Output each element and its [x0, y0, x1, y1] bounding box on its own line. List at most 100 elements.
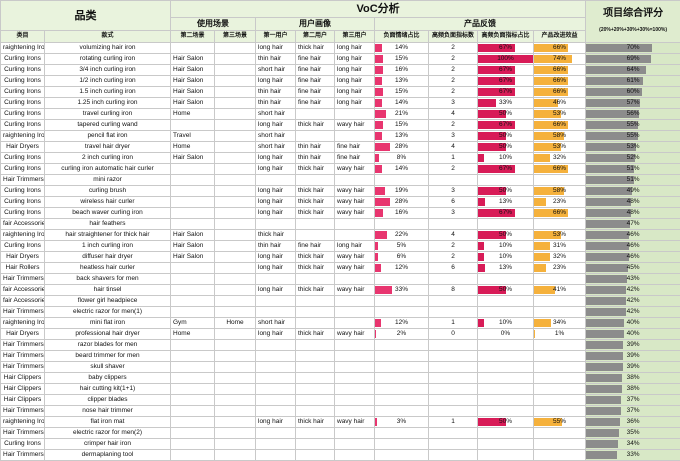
overall-score-cell: 39%	[586, 362, 680, 373]
overall-score-cell-fill	[586, 429, 619, 437]
overall-score-cell-value: 52%	[627, 154, 640, 161]
overall-score-cell: 38%	[586, 384, 680, 395]
category-cell: Hair Trimmers	[1, 406, 45, 417]
user1-cell: long hair	[256, 329, 296, 340]
category-cell: raightening Iro	[1, 417, 45, 428]
high-neg-ratio-cell-value: 10%	[499, 154, 512, 161]
overall-score-cell-fill	[586, 385, 622, 393]
high-neg-ratio-cell-value: 50%	[499, 132, 512, 139]
user3-cell	[335, 439, 375, 450]
style-cell: hair cutting kit(1+1)	[45, 384, 171, 395]
negative-ratio-cell-value: 8%	[397, 154, 406, 161]
high-neg-ratio-cell: 13%	[478, 197, 534, 208]
high-neg-count-cell	[429, 351, 478, 362]
category-cell: Curling Irons	[1, 186, 45, 197]
user2-cell	[296, 373, 335, 384]
negative-ratio-cell	[375, 307, 429, 318]
negative-ratio-cell: 28%	[375, 197, 429, 208]
negative-ratio-cell-fill	[375, 132, 382, 140]
negative-ratio-cell: 15%	[375, 54, 429, 65]
style-cell: flat iron mat	[45, 417, 171, 428]
high-neg-count-cell	[429, 307, 478, 318]
category-cell: Hair Trimmers	[1, 351, 45, 362]
negative-ratio-cell: 13%	[375, 131, 429, 142]
style-cell: back shavers for men	[45, 274, 171, 285]
scene3-cell	[215, 54, 256, 65]
improvement-cell-value: 66%	[553, 209, 566, 216]
user2-cell	[296, 131, 335, 142]
overall-score-cell-value: 46%	[627, 253, 640, 260]
user1-cell: thin hair	[256, 241, 296, 252]
user1-cell: long hair	[256, 197, 296, 208]
user2-cell	[296, 384, 335, 395]
overall-score-cell-value: 39%	[627, 341, 640, 348]
category-cell: Hair Dryers	[1, 252, 45, 263]
overall-score-cell-value: 49%	[627, 187, 640, 194]
high-neg-ratio-cell: 50%	[478, 109, 534, 120]
negative-ratio-cell: 16%	[375, 208, 429, 219]
style-cell: volumizing hair iron	[45, 43, 171, 54]
high-neg-ratio-cell-value: 67%	[499, 165, 512, 172]
category-cell: Hair Trimmers	[1, 362, 45, 373]
overall-score-cell-value: 34%	[627, 440, 640, 447]
negative-ratio-cell-value: 14%	[395, 99, 408, 106]
high-neg-count-cell	[429, 274, 478, 285]
improvement-cell: 66%	[534, 43, 586, 54]
overall-score-cell: 36%	[586, 417, 680, 428]
high-neg-ratio-cell	[478, 395, 534, 406]
negative-ratio-cell	[375, 362, 429, 373]
user3-cell	[335, 384, 375, 395]
category-cell: Curling Irons	[1, 109, 45, 120]
scene3-cell	[215, 65, 256, 76]
scene2-cell: Gym	[171, 318, 215, 329]
overall-score-cell: 46%	[586, 230, 680, 241]
negative-ratio-cell: 16%	[375, 65, 429, 76]
negative-ratio-cell: 15%	[375, 87, 429, 98]
high-neg-count-cell: 2	[429, 120, 478, 131]
high-neg-ratio-cell-value: 67%	[499, 121, 512, 128]
category-cell: Hair Clippers	[1, 395, 45, 406]
negative-ratio-cell	[375, 296, 429, 307]
style-cell: wireless hair curler	[45, 197, 171, 208]
overall-score-cell-fill	[586, 407, 621, 415]
category-cell: Hair Trimmers	[1, 175, 45, 186]
overall-score-cell-value: 69%	[627, 55, 640, 62]
style-cell: professional hair dryer	[45, 329, 171, 340]
negative-ratio-cell-fill	[375, 66, 383, 74]
col-negative-ratio: 负面情绪占比	[375, 31, 429, 43]
scene3-cell	[215, 362, 256, 373]
negative-ratio-cell: 19%	[375, 186, 429, 197]
negative-ratio-cell: 21%	[375, 109, 429, 120]
improvement-cell: 1%	[534, 329, 586, 340]
high-neg-ratio-cell	[478, 384, 534, 395]
high-neg-ratio-cell	[478, 373, 534, 384]
user2-cell: thick hair	[296, 164, 335, 175]
user3-cell: long hair	[335, 54, 375, 65]
user1-cell	[256, 384, 296, 395]
overall-score-cell-value: 48%	[627, 209, 640, 216]
user3-cell	[335, 131, 375, 142]
category-cell: Curling Irons	[1, 120, 45, 131]
scene3-cell	[215, 307, 256, 318]
high-neg-ratio-cell	[478, 428, 534, 439]
improvement-cell: 53%	[534, 230, 586, 241]
overall-score-header: 项目综合评分 (20%+20%+30%+30%=100%)	[586, 1, 680, 43]
negative-ratio-cell-value: 28%	[395, 143, 408, 150]
style-cell: curling brush	[45, 186, 171, 197]
user1-cell: long hair	[256, 208, 296, 219]
user1-cell	[256, 219, 296, 230]
improvement-cell-value: 66%	[553, 66, 566, 73]
user2-cell	[296, 296, 335, 307]
negative-ratio-cell-fill	[375, 319, 381, 327]
col-scene2: 第二场景	[171, 31, 215, 43]
improvement-cell-value: 66%	[553, 165, 566, 172]
user3-cell: wavy hair	[335, 252, 375, 263]
category-cell: Curling Irons	[1, 197, 45, 208]
overall-score-cell: 37%	[586, 395, 680, 406]
overall-score-cell-value: 39%	[627, 352, 640, 359]
negative-ratio-cell-fill	[375, 187, 385, 195]
